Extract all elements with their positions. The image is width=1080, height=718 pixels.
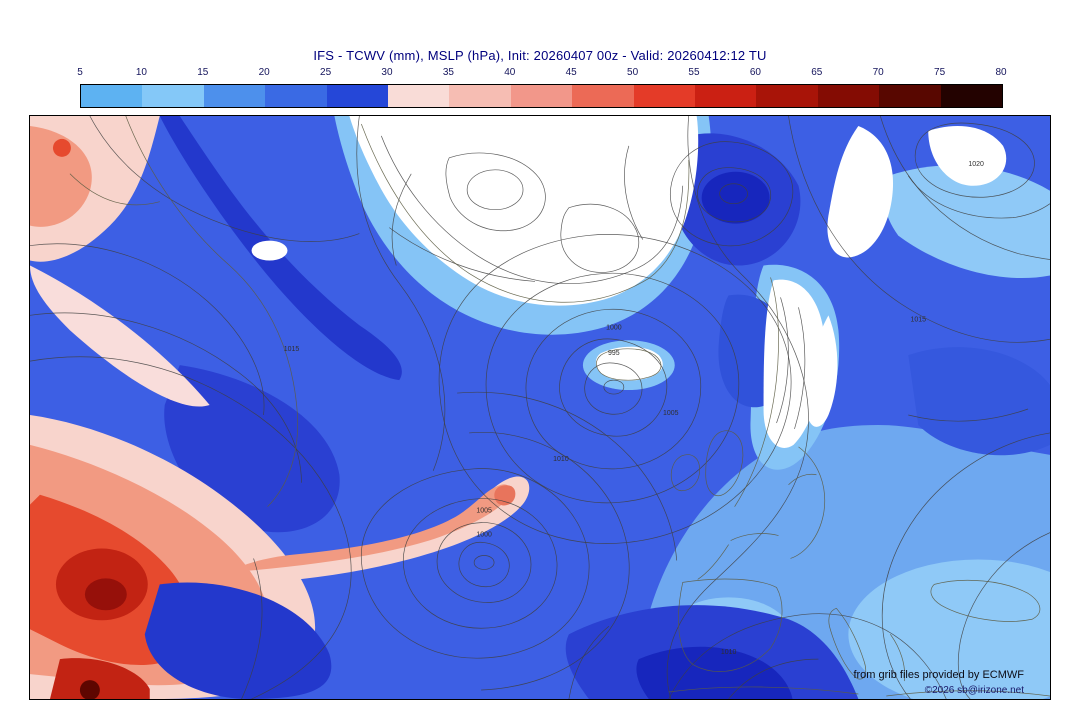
page-title: IFS - TCWV (mm), MSLP (hPa), Init: 20260… — [313, 48, 767, 63]
colorbar-segment — [449, 85, 511, 107]
contour-label: 1000 — [476, 532, 492, 539]
contour-label: 1010 — [553, 456, 569, 463]
colorbar-segment — [510, 85, 573, 107]
colorbar-segment — [326, 85, 389, 107]
contour-label: 1015 — [284, 346, 300, 353]
colorbar-tick: 20 — [258, 67, 270, 78]
colorbar-segment — [940, 85, 1003, 107]
colorbar-tick: 35 — [442, 67, 454, 78]
contour-label: 1015 — [910, 316, 926, 323]
contour-label: 1005 — [476, 508, 492, 515]
colorbar-tick: 55 — [688, 67, 700, 78]
colorbar-segment — [265, 85, 327, 107]
contour-label: 1010 — [721, 649, 737, 656]
colorbar-segment — [879, 85, 941, 107]
colorbar-tick: 10 — [135, 67, 147, 78]
dry-white-regions — [251, 116, 1007, 448]
credits-source: from grib files provided by ECMWF — [853, 669, 1024, 681]
colorbar-tick: 45 — [565, 67, 577, 78]
colorbar-segment — [817, 85, 880, 107]
coastlines — [69, 116, 1050, 697]
credits-copyright: ©2026 sb@irizone.net — [924, 685, 1024, 696]
colorbar-segment — [695, 85, 757, 107]
contour-label: 1020 — [968, 161, 984, 168]
contour-labels: 995 1000 1005 1000 1005 1010 1015 1020 1015 1010 — [284, 161, 984, 656]
map-canvas: 995 1000 1005 1000 1005 1010 1015 1020 1015 1010 — [30, 116, 1050, 699]
contour-label: 995 — [608, 350, 620, 357]
colorbar-tick: 80 — [995, 67, 1007, 78]
colorbar-segment — [203, 85, 266, 107]
contour-label: 1000 — [606, 324, 622, 331]
colorbar-tick: 30 — [381, 67, 393, 78]
colorbar-tick: 70 — [872, 67, 884, 78]
colorbar-tick: 5 — [77, 67, 83, 78]
colorbar-segment — [388, 85, 450, 107]
colorbar-segment — [142, 85, 204, 107]
colorbar-tick: 40 — [504, 67, 516, 78]
colorbar-ticks: 5 10 15 20 25 30 35 40 45 50 55 60 65 70 75 80 — [77, 67, 1006, 80]
colorbar — [80, 84, 1003, 108]
tcwv-dark-blue-bottom — [144, 582, 859, 699]
mslp-contours — [30, 116, 1050, 699]
colorbar-tick: 25 — [320, 67, 332, 78]
colorbar-segment — [572, 85, 634, 107]
colorbar-segment — [81, 85, 143, 107]
colorbar-tick: 75 — [934, 67, 946, 78]
colorbar-segment — [633, 85, 696, 107]
contour-label: 1005 — [663, 410, 679, 417]
colorbar-tick: 50 — [627, 67, 639, 78]
colorbar-tick: 65 — [811, 67, 823, 78]
weather-map: 995 1000 1005 1000 1005 1010 1015 1020 1015 1010 … — [29, 115, 1051, 700]
colorbar-segment — [756, 85, 818, 107]
colorbar-tick: 15 — [197, 67, 209, 78]
colorbar-tick: 60 — [749, 67, 761, 78]
